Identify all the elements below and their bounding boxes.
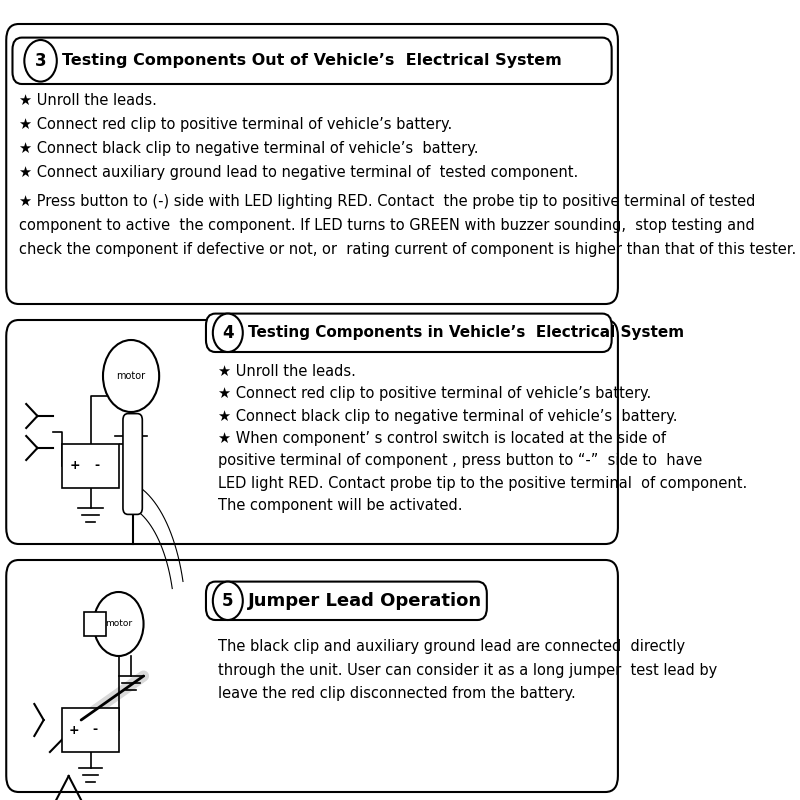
Text: Jumper Lead Operation: Jumper Lead Operation [249,592,482,610]
Text: 5: 5 [222,592,234,610]
Text: check the component if defective or not, or  rating current of component is high: check the component if defective or not,… [18,242,796,257]
Text: positive terminal of component , press button to “-”  side to  have: positive terminal of component , press b… [218,454,702,468]
FancyBboxPatch shape [6,560,618,792]
FancyBboxPatch shape [6,24,618,304]
Text: ★ Connect black clip to negative terminal of vehicle’s  battery.: ★ Connect black clip to negative termina… [218,410,678,424]
Text: -: - [94,459,99,473]
Text: ★ Unroll the leads.: ★ Unroll the leads. [218,364,356,378]
Text: motor: motor [117,371,146,381]
Text: The black clip and auxiliary ground lead are connected  directly: The black clip and auxiliary ground lead… [218,639,686,654]
Text: component to active  the component. If LED turns to GREEN with buzzer sounding, : component to active the component. If LE… [18,218,754,233]
Circle shape [213,314,242,352]
FancyBboxPatch shape [123,414,142,514]
Text: ★ When component’ s control switch is located at the side of: ★ When component’ s control switch is lo… [218,431,666,446]
FancyBboxPatch shape [13,38,612,84]
FancyBboxPatch shape [206,582,487,620]
Text: +: + [68,723,79,737]
Circle shape [94,592,143,656]
Text: leave the red clip disconnected from the battery.: leave the red clip disconnected from the… [218,686,576,701]
Text: 4: 4 [222,324,234,342]
Text: +: + [70,459,80,473]
Text: ★ Connect red clip to positive terminal of vehicle’s battery.: ★ Connect red clip to positive terminal … [18,117,452,131]
FancyBboxPatch shape [84,612,106,636]
FancyBboxPatch shape [206,314,612,352]
Text: ★ Connect black clip to negative terminal of vehicle’s  battery.: ★ Connect black clip to negative termina… [18,141,478,155]
Text: ★ Press button to (-) side with LED lighting RED. Contact  the probe tip to posi: ★ Press button to (-) side with LED ligh… [18,194,755,209]
Text: Testing Components Out of Vehicle’s  Electrical System: Testing Components Out of Vehicle’s Elec… [62,54,562,68]
FancyBboxPatch shape [62,444,118,488]
Text: LED light RED. Contact probe tip to the positive terminal  of component.: LED light RED. Contact probe tip to the … [218,476,748,490]
Circle shape [213,582,242,620]
Circle shape [24,40,57,82]
Text: motor: motor [105,619,132,629]
Text: -: - [92,723,98,737]
FancyBboxPatch shape [62,708,118,752]
Text: 3: 3 [34,52,46,70]
Circle shape [103,340,159,412]
Text: The component will be activated.: The component will be activated. [218,498,463,513]
Text: ★ Unroll the leads.: ★ Unroll the leads. [18,93,157,107]
Text: Testing Components in Vehicle’s  Electrical System: Testing Components in Vehicle’s Electric… [249,326,685,340]
FancyBboxPatch shape [6,320,618,544]
Text: through the unit. User can consider it as a long jumper  test lead by: through the unit. User can consider it a… [218,663,718,678]
Text: ★ Connect red clip to positive terminal of vehicle’s battery.: ★ Connect red clip to positive terminal … [218,386,652,401]
Text: ★ Connect auxiliary ground lead to negative terminal of  tested component.: ★ Connect auxiliary ground lead to negat… [18,165,578,179]
